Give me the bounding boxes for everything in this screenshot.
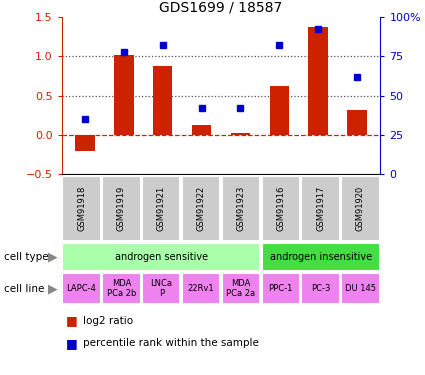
- Bar: [269, 86, 289, 135]
- Text: MDA
PCa 2b: MDA PCa 2b: [107, 279, 136, 298]
- Text: DU 145: DU 145: [345, 284, 376, 293]
- Text: ■: ■: [66, 314, 78, 327]
- Text: cell type: cell type: [4, 252, 49, 262]
- Bar: [62, 273, 101, 304]
- Text: percentile rank within the sample: percentile rank within the sample: [83, 338, 259, 348]
- Bar: [222, 273, 260, 304]
- Bar: [231, 134, 250, 135]
- Text: log2 ratio: log2 ratio: [83, 316, 133, 326]
- Bar: [114, 55, 133, 135]
- Bar: [182, 176, 220, 240]
- Bar: [62, 243, 260, 271]
- Bar: [347, 110, 367, 135]
- Bar: [262, 176, 300, 240]
- Text: GSM91919: GSM91919: [117, 186, 126, 231]
- Text: GSM91922: GSM91922: [197, 186, 206, 231]
- Text: cell line: cell line: [4, 284, 45, 294]
- Text: androgen sensitive: androgen sensitive: [115, 252, 208, 262]
- Text: androgen insensitive: androgen insensitive: [269, 252, 372, 262]
- Text: MDA
PCa 2a: MDA PCa 2a: [227, 279, 255, 298]
- Bar: [142, 176, 180, 240]
- Text: 22Rv1: 22Rv1: [188, 284, 214, 293]
- Bar: [192, 125, 211, 135]
- Text: ▶: ▶: [48, 251, 58, 263]
- Text: GSM91923: GSM91923: [236, 186, 245, 231]
- Text: ■: ■: [66, 337, 78, 350]
- Bar: [301, 273, 340, 304]
- Text: LAPC-4: LAPC-4: [67, 284, 96, 293]
- Bar: [142, 273, 180, 304]
- Bar: [222, 176, 260, 240]
- Text: ▶: ▶: [48, 282, 58, 295]
- Bar: [301, 176, 340, 240]
- Text: GSM91918: GSM91918: [77, 186, 86, 231]
- Text: GSM91917: GSM91917: [316, 186, 325, 231]
- Text: LNCa
P: LNCa P: [150, 279, 172, 298]
- Text: PC-3: PC-3: [311, 284, 330, 293]
- Bar: [341, 273, 380, 304]
- Text: PPC-1: PPC-1: [269, 284, 293, 293]
- Text: GSM91916: GSM91916: [276, 186, 285, 231]
- Text: GSM91921: GSM91921: [157, 186, 166, 231]
- Bar: [262, 243, 380, 271]
- Bar: [182, 273, 220, 304]
- Bar: [62, 176, 101, 240]
- Bar: [75, 135, 95, 151]
- Bar: [102, 273, 141, 304]
- Bar: [341, 176, 380, 240]
- Bar: [309, 27, 328, 135]
- Title: GDS1699 / 18587: GDS1699 / 18587: [159, 0, 283, 14]
- Text: GSM91920: GSM91920: [356, 186, 365, 231]
- Bar: [102, 176, 141, 240]
- Bar: [262, 273, 300, 304]
- Bar: [153, 66, 173, 135]
